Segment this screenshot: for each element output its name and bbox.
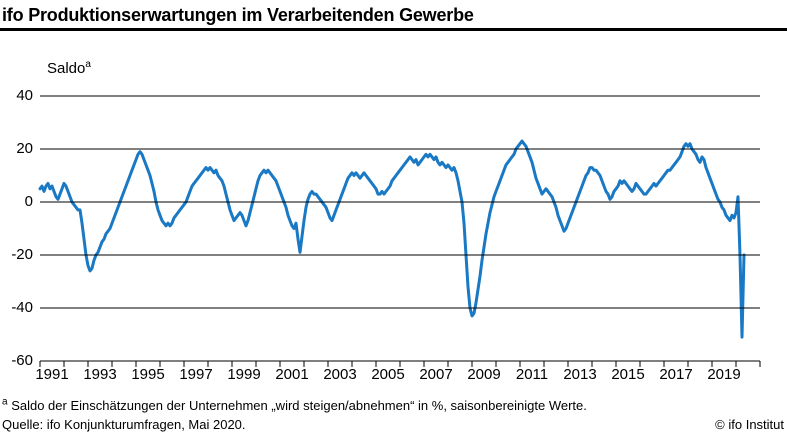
y-tick-label: -60 [11,352,33,369]
footnote-marker: a [2,396,8,408]
x-tick-label: 2011 [515,366,549,383]
title-rule [0,28,787,31]
x-tick-label: 1999 [227,366,261,383]
y-tick-label: 20 [16,140,33,157]
footnote-text: Saldo der Einschätzungen der Unternehmen… [11,398,587,413]
footnote: a Saldo der Einschätzungen der Unternehm… [2,396,587,413]
y-tick-label: 0 [24,193,33,210]
y-tick-label: 40 [16,87,33,104]
x-tick-label: 2005 [371,366,405,383]
x-tick-label: 2009 [467,366,501,383]
x-tick-label: 2013 [563,366,597,383]
y-axis-title-text: Saldo [47,60,86,77]
source-line: Quelle: ifo Konjunkturumfragen, Mai 2020… [2,417,246,432]
copyright: © ifo Institut [715,417,784,432]
x-tick-label: 2019 [707,366,741,383]
x-tick-label: 2007 [419,366,453,383]
y-axis-title: Saldoa [47,59,91,78]
data-series-line [38,139,746,339]
x-tick-label: 1991 [35,366,69,383]
x-tick-label: 2015 [611,366,645,383]
x-tick-label: 2003 [323,366,357,383]
x-tick-label: 1993 [83,366,117,383]
page-title: ifo Produktionserwartungen im Verarbeite… [2,5,474,25]
y-axis-title-note-marker: a [85,59,91,70]
x-tick-label: 1997 [179,366,213,383]
x-tick-label: 2001 [275,366,309,383]
x-tick-label: 2017 [659,366,693,383]
y-tick-label: -40 [11,299,33,316]
x-tick-label: 1995 [131,366,165,383]
y-tick-label: -20 [11,246,33,263]
